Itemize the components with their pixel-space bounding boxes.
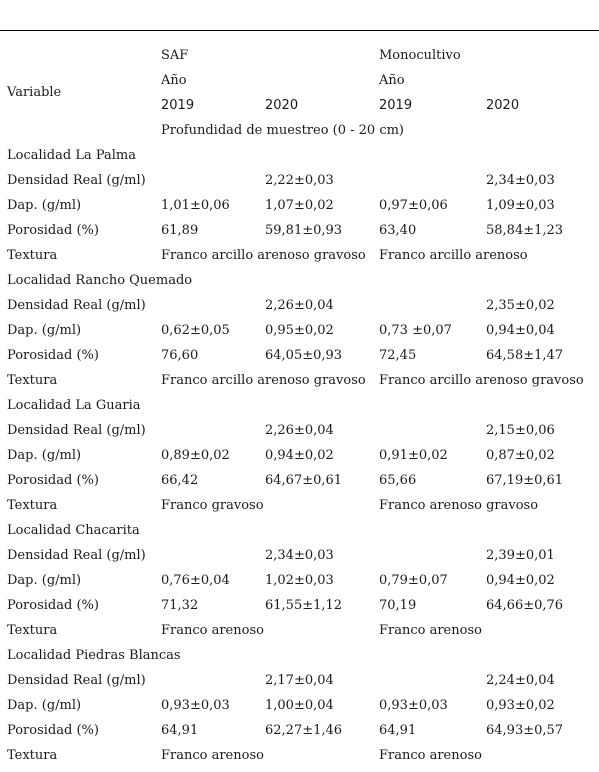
value-cell: 2,34±0,03 (486, 173, 555, 188)
row-label-texture: Textura (7, 623, 58, 638)
value-cell: 1,09±0,03 (486, 198, 555, 213)
row-label: Porosidad (%) (7, 473, 99, 488)
value-cell: 63,40 (379, 223, 417, 238)
row-label: Dap. (g/ml) (7, 323, 82, 338)
table-top-rule (0, 30, 599, 31)
value-cell: 64,67±0,61 (265, 473, 343, 488)
texture-saf: Franco gravoso (161, 498, 264, 513)
value-cell: 62,27±1,46 (265, 723, 343, 738)
value-cell: 65,66 (379, 473, 417, 488)
value-cell: 0,93±0,02 (486, 698, 555, 713)
value-cell: 64,58±1,47 (486, 348, 564, 363)
value-cell: 59,81±0,93 (265, 223, 343, 238)
row-label: Densidad Real (g/ml) (7, 423, 146, 438)
texture-mono: Franco arenoso (379, 623, 482, 638)
locality-title: Localidad Chacarita (7, 523, 140, 538)
value-cell: 0,73 ±0,07 (379, 323, 452, 338)
value-cell: 2,26±0,04 (265, 298, 334, 313)
value-cell: 2,24±0,04 (486, 673, 555, 688)
locality-title: Localidad La Palma (7, 148, 136, 163)
value-cell: 64,66±0,76 (486, 598, 564, 613)
texture-mono: Franco arenoso (379, 748, 482, 763)
value-cell: 2,26±0,04 (265, 423, 334, 438)
row-label: Dap. (g/ml) (7, 573, 82, 588)
value-cell: 61,89 (161, 223, 199, 238)
value-cell: 0,87±0,02 (486, 448, 555, 463)
value-cell: 2,35±0,02 (486, 298, 555, 313)
row-label: Porosidad (%) (7, 723, 99, 738)
value-cell: 0,93±0,03 (161, 698, 230, 713)
value-cell: 1,01±0,06 (161, 198, 230, 213)
header-year-mono-2020: 2020 (486, 98, 520, 113)
row-label-texture: Textura (7, 248, 58, 263)
value-cell: 0,95±0,02 (265, 323, 334, 338)
value-cell: 1,07±0,02 (265, 198, 334, 213)
header-monocultivo: Monocultivo (379, 48, 461, 63)
header-variable: Variable (7, 85, 62, 100)
value-cell: 1,00±0,04 (265, 698, 334, 713)
value-cell: 2,22±0,03 (265, 173, 334, 188)
header-anio-mono: Año (379, 73, 405, 88)
value-cell: 0,89±0,02 (161, 448, 230, 463)
row-label-texture: Textura (7, 373, 58, 388)
row-label: Densidad Real (g/ml) (7, 548, 146, 563)
value-cell: 67,19±0,61 (486, 473, 564, 488)
value-cell: 64,93±0,57 (486, 723, 564, 738)
value-cell: 0,91±0,02 (379, 448, 448, 463)
row-label: Densidad Real (g/ml) (7, 673, 146, 688)
texture-mono: Franco arenoso gravoso (379, 498, 539, 513)
locality-title: Localidad Piedras Blancas (7, 648, 181, 663)
row-label: Porosidad (%) (7, 223, 99, 238)
value-cell: 64,05±0,93 (265, 348, 343, 363)
value-cell: 70,19 (379, 598, 417, 613)
row-label: Porosidad (%) (7, 598, 99, 613)
row-label: Dap. (g/ml) (7, 198, 82, 213)
value-cell: 0,94±0,04 (486, 323, 555, 338)
header-saf: SAF (161, 48, 189, 63)
header-depth: Profundidad de muestreo (0 - 20 cm) (161, 123, 405, 138)
value-cell: 76,60 (161, 348, 199, 363)
value-cell: 2,17±0,04 (265, 673, 334, 688)
row-label: Densidad Real (g/ml) (7, 298, 146, 313)
locality-title: Localidad La Guaria (7, 398, 141, 413)
value-cell: 2,15±0,06 (486, 423, 555, 438)
value-cell: 0,97±0,06 (379, 198, 448, 213)
value-cell: 0,79±0,07 (379, 573, 448, 588)
value-cell: 0,93±0,03 (379, 698, 448, 713)
value-cell: 0,76±0,04 (161, 573, 230, 588)
texture-saf: Franco arcillo arenoso gravoso (161, 248, 366, 263)
header-year-saf-2019: 2019 (161, 98, 195, 113)
value-cell: 61,55±1,12 (265, 598, 343, 613)
row-label: Densidad Real (g/ml) (7, 173, 146, 188)
value-cell: 0,62±0,05 (161, 323, 230, 338)
value-cell: 2,34±0,03 (265, 548, 334, 563)
value-cell: 64,91 (379, 723, 417, 738)
value-cell: 0,94±0,02 (265, 448, 334, 463)
locality-title: Localidad Rancho Quemado (7, 273, 193, 288)
value-cell: 0,94±0,02 (486, 573, 555, 588)
value-cell: 72,45 (379, 348, 417, 363)
value-cell: 1,02±0,03 (265, 573, 334, 588)
row-label: Dap. (g/ml) (7, 448, 82, 463)
texture-saf: Franco arenoso (161, 623, 264, 638)
row-label-texture: Textura (7, 498, 58, 513)
row-label-texture: Textura (7, 748, 58, 763)
texture-mono: Franco arcillo arenoso gravoso (379, 373, 584, 388)
texture-mono: Franco arcillo arenoso (379, 248, 528, 263)
header-anio-saf: Año (161, 73, 187, 88)
row-label: Porosidad (%) (7, 348, 99, 363)
value-cell: 64,91 (161, 723, 199, 738)
texture-saf: Franco arenoso (161, 748, 264, 763)
value-cell: 66,42 (161, 473, 199, 488)
header-year-saf-2020: 2020 (265, 98, 299, 113)
value-cell: 2,39±0,01 (486, 548, 555, 563)
row-label: Dap. (g/ml) (7, 698, 82, 713)
value-cell: 71,32 (161, 598, 199, 613)
value-cell: 58,84±1,23 (486, 223, 564, 238)
texture-saf: Franco arcillo arenoso gravoso (161, 373, 366, 388)
header-year-mono-2019: 2019 (379, 98, 413, 113)
